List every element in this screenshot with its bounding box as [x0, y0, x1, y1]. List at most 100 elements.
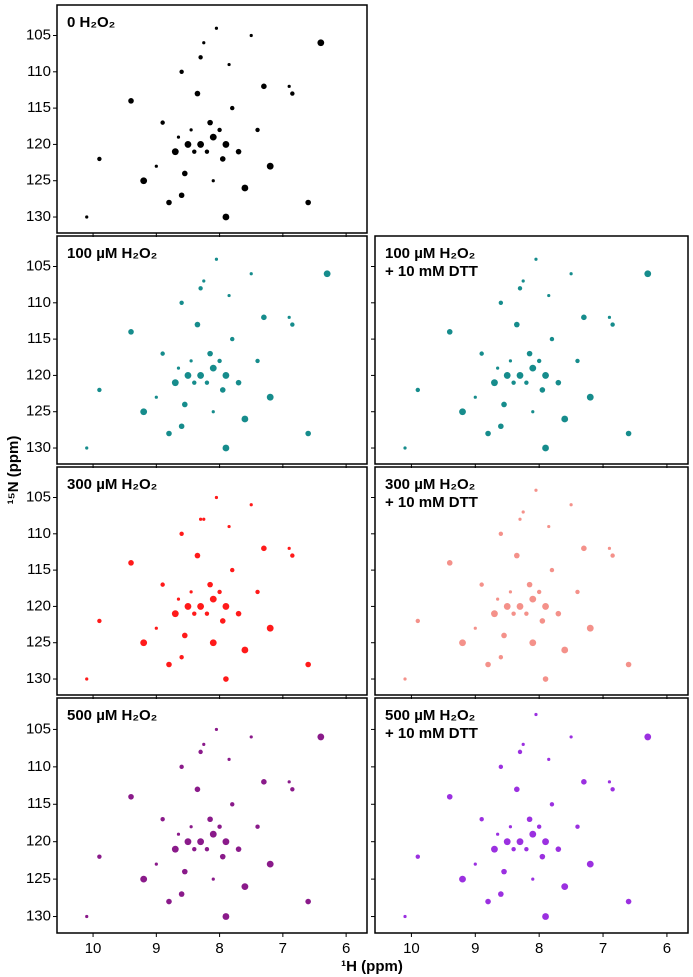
peak: [287, 315, 291, 319]
peak: [485, 430, 491, 437]
peak: [171, 845, 179, 853]
peak: [227, 757, 231, 761]
peak: [536, 824, 542, 829]
peak: [222, 603, 230, 610]
peak: [189, 128, 193, 132]
peak: [516, 603, 524, 610]
y-tick-label: 125: [26, 403, 51, 420]
peak: [529, 364, 537, 372]
peak: [290, 91, 295, 96]
peak: [222, 372, 230, 379]
peak: [176, 366, 181, 370]
peak: [501, 401, 507, 408]
peak: [479, 351, 484, 356]
peak: [610, 322, 615, 327]
peak: [508, 590, 513, 594]
peak: [625, 898, 632, 905]
panel-frame: [56, 4, 368, 234]
peak: [459, 408, 466, 416]
peak: [305, 898, 311, 905]
peak: [581, 779, 587, 785]
peak: [179, 655, 184, 660]
peak: [214, 727, 219, 732]
peak: [235, 379, 242, 386]
peak: [290, 322, 295, 327]
peak: [85, 914, 89, 919]
panel-frame: [56, 697, 368, 934]
peak: [219, 853, 226, 860]
y-tick-label: 110: [27, 63, 51, 80]
peak: [459, 639, 466, 647]
peak: [154, 626, 158, 630]
peak: [473, 626, 477, 630]
peak: [521, 742, 525, 747]
peak: [198, 749, 203, 755]
peak: [197, 603, 205, 610]
peak: [403, 914, 407, 919]
peak: [199, 517, 203, 521]
peak: [140, 177, 148, 185]
peak: [207, 581, 213, 588]
peak: [85, 215, 89, 219]
peak: [501, 868, 507, 875]
peak: [529, 830, 537, 838]
peak: [542, 838, 549, 846]
peak: [534, 712, 538, 717]
peak: [607, 780, 612, 784]
y-tick-label: 115: [27, 330, 51, 347]
peak: [539, 618, 546, 624]
peak: [214, 26, 219, 30]
peak: [235, 846, 242, 852]
peak: [491, 610, 498, 618]
peak: [524, 611, 529, 616]
peak: [202, 742, 206, 747]
peak: [569, 272, 573, 276]
peak: [547, 293, 551, 298]
peak: [197, 838, 205, 846]
panel-subtitle: + 10 mM DTT: [385, 263, 478, 280]
peak: [178, 891, 185, 897]
peak: [222, 444, 230, 452]
peak: [503, 838, 511, 846]
y-tick-label: 130: [26, 439, 51, 456]
peak: [524, 846, 529, 852]
peak: [317, 39, 325, 47]
x-tick-label: 7: [599, 940, 607, 957]
peak: [555, 610, 562, 617]
peak: [511, 846, 516, 852]
peak: [202, 517, 206, 521]
peak: [227, 62, 231, 67]
peak: [176, 135, 181, 139]
y-tick-label: 110: [27, 525, 51, 542]
peak: [255, 589, 260, 595]
panel-subtitle: + 10 mM DTT: [385, 494, 478, 511]
peak: [261, 545, 267, 552]
peak: [222, 838, 230, 846]
peak: [249, 33, 253, 38]
peak: [179, 764, 184, 770]
peak: [516, 838, 524, 846]
y-tick-label: 130: [26, 908, 51, 925]
peak: [235, 148, 242, 155]
peak: [305, 199, 311, 206]
panel-title: 0 H₂O₂: [67, 14, 115, 31]
peak: [529, 639, 537, 647]
y-tick-label: 130: [26, 670, 51, 687]
peak: [542, 603, 549, 610]
peak: [508, 825, 513, 829]
peak: [179, 69, 184, 75]
peak: [498, 764, 504, 770]
peak: [539, 853, 546, 860]
y-tick-label: 105: [26, 720, 51, 737]
peak: [85, 446, 89, 450]
peak: [255, 127, 260, 133]
peak: [154, 395, 158, 399]
peak: [198, 55, 203, 60]
peak: [171, 610, 179, 618]
peak: [514, 786, 520, 793]
peak: [211, 179, 215, 183]
peak: [575, 358, 580, 364]
peak: [516, 372, 524, 379]
peak: [241, 184, 249, 192]
y-tick-label: 125: [26, 870, 51, 887]
